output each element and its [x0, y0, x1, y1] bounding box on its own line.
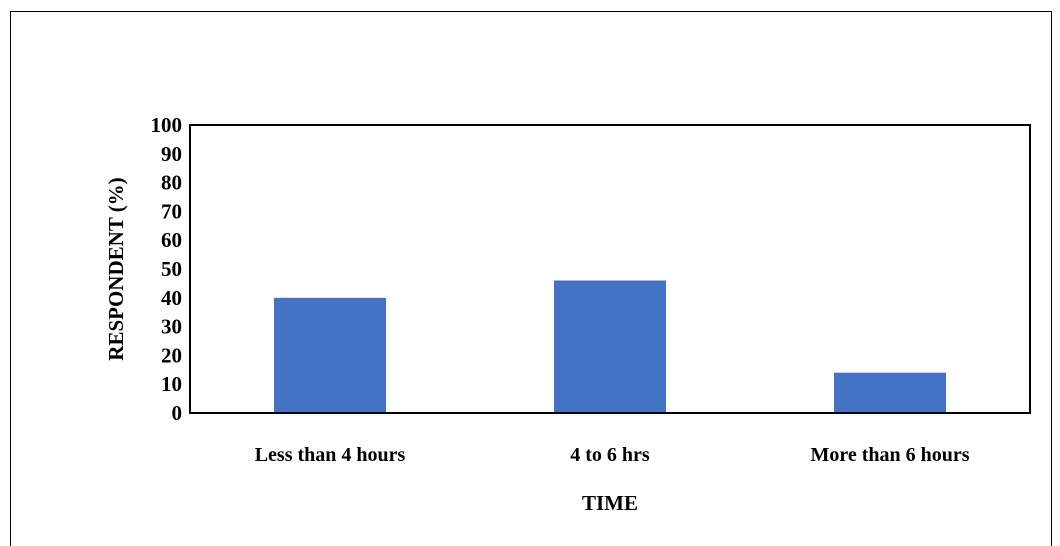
y-tick-label-80: 80 [161, 171, 182, 195]
bar-more-than-6-hours [834, 372, 946, 413]
x-category-label: Less than 4 hours [255, 444, 406, 466]
y-tick-labels: 0 10 20 30 40 50 60 70 80 90 100 [151, 113, 183, 425]
x-category-label: More than 6 hours [810, 444, 969, 466]
y-tick-label-30: 30 [161, 315, 182, 339]
y-tick-label-100: 100 [151, 113, 183, 137]
chart-frame [10, 11, 1052, 546]
bars [274, 280, 946, 413]
y-tick-label-70: 70 [161, 199, 182, 223]
y-tick-label-50: 50 [161, 257, 182, 281]
x-category-label: 4 to 6 hrs [570, 444, 650, 466]
y-axis-title: RESPONDENT (%) [104, 177, 128, 360]
plot-area [189, 124, 1031, 414]
bar-4-to-6-hrs [554, 280, 666, 413]
y-tick-label-60: 60 [161, 228, 182, 252]
bar-less-than-4-hours [274, 297, 386, 413]
x-axis-title: TIME [582, 491, 638, 515]
y-tick-label-0: 0 [172, 401, 183, 425]
x-category-labels: Less than 4 hours 4 to 6 hrs More than 6 h… [255, 444, 970, 466]
y-tick-label-90: 90 [161, 142, 182, 166]
y-tick-label-10: 10 [161, 372, 182, 396]
y-tick-label-40: 40 [161, 286, 182, 310]
y-tick-label-20: 20 [161, 343, 182, 367]
